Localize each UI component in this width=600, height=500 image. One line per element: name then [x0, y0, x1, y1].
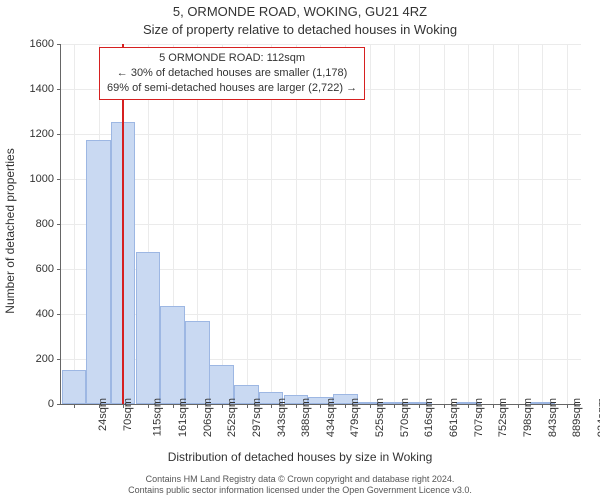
x-tick-label: 388sqm — [300, 398, 312, 437]
x-tick-label: 616sqm — [424, 398, 436, 437]
histogram-bar — [160, 306, 185, 404]
info-line-size: 5 ORMONDE ROAD: 112sqm — [107, 51, 357, 66]
gridline-v — [567, 44, 568, 404]
footer-line-2: Contains public sector information licen… — [0, 485, 600, 496]
x-tick-mark — [345, 404, 346, 408]
x-tick-mark — [419, 404, 420, 408]
title-address: 5, ORMONDE ROAD, WOKING, GU21 4RZ — [0, 4, 600, 19]
footer-line-1: Contains HM Land Registry data © Crown c… — [0, 474, 600, 485]
x-tick-mark — [370, 404, 371, 408]
x-tick-label: 752sqm — [497, 398, 509, 437]
gridline-v — [468, 44, 469, 404]
property-info-box: 5 ORMONDE ROAD: 112sqm← 30% of detached … — [99, 47, 365, 100]
x-tick-label: 206sqm — [202, 398, 214, 437]
plot-area: 5 ORMONDE ROAD: 112sqm← 30% of detached … — [60, 44, 581, 405]
histogram-bar — [136, 252, 161, 404]
footer-attribution: Contains HM Land Registry data © Crown c… — [0, 474, 600, 497]
x-tick-label: 889sqm — [571, 398, 583, 437]
x-tick-label: 297sqm — [251, 398, 263, 437]
x-axis-label: Distribution of detached houses by size … — [0, 450, 600, 464]
x-tick-label: 570sqm — [399, 398, 411, 437]
y-tick-mark — [57, 314, 61, 315]
x-tick-label: 525sqm — [374, 398, 386, 437]
gridline-v — [542, 44, 543, 404]
y-tick-mark — [57, 179, 61, 180]
x-tick-label: 798sqm — [522, 398, 534, 437]
x-tick-mark — [567, 404, 568, 408]
gridline-v — [518, 44, 519, 404]
x-tick-label: 707sqm — [473, 398, 485, 437]
x-tick-label: 252sqm — [226, 398, 238, 437]
title-subtitle: Size of property relative to detached ho… — [0, 22, 600, 37]
x-tick-label: 661sqm — [448, 398, 460, 437]
y-tick-mark — [57, 404, 61, 405]
x-tick-mark — [222, 404, 223, 408]
info-line-larger: 69% of semi-detached houses are larger (… — [107, 81, 357, 96]
x-tick-label: 343sqm — [276, 398, 288, 437]
gridline-v — [370, 44, 371, 404]
y-tick-label: 1000 — [4, 173, 54, 185]
x-tick-mark — [197, 404, 198, 408]
x-tick-mark — [173, 404, 174, 408]
x-tick-mark — [444, 404, 445, 408]
chart-root: 5, ORMONDE ROAD, WOKING, GU21 4RZ Size o… — [0, 0, 600, 500]
x-tick-label: 161sqm — [177, 398, 189, 437]
x-tick-mark — [320, 404, 321, 408]
y-tick-label: 600 — [4, 263, 54, 275]
x-tick-mark — [74, 404, 75, 408]
y-tick-label: 0 — [4, 398, 54, 410]
x-tick-mark — [493, 404, 494, 408]
y-tick-label: 1200 — [4, 128, 54, 140]
histogram-bar — [62, 370, 87, 404]
x-tick-label: 70sqm — [122, 398, 134, 431]
x-tick-label: 434sqm — [325, 398, 337, 437]
x-tick-label: 115sqm — [152, 398, 164, 436]
y-tick-mark — [57, 134, 61, 135]
x-tick-mark — [542, 404, 543, 408]
x-tick-mark — [247, 404, 248, 408]
x-tick-mark — [468, 404, 469, 408]
gridline-v — [394, 44, 395, 404]
y-tick-mark — [57, 359, 61, 360]
x-tick-mark — [518, 404, 519, 408]
y-tick-label: 800 — [4, 218, 54, 230]
x-tick-label: 24sqm — [97, 398, 109, 431]
x-tick-mark — [394, 404, 395, 408]
x-tick-label: 479sqm — [350, 398, 362, 437]
gridline-v — [444, 44, 445, 404]
x-tick-label: 934sqm — [596, 398, 600, 437]
histogram-bar — [185, 321, 210, 404]
histogram-bar — [86, 140, 111, 404]
x-tick-mark — [296, 404, 297, 408]
y-tick-label: 1400 — [4, 83, 54, 95]
x-tick-mark — [148, 404, 149, 408]
y-tick-label: 200 — [4, 353, 54, 365]
x-tick-mark — [271, 404, 272, 408]
y-tick-mark — [57, 269, 61, 270]
x-tick-label: 843sqm — [547, 398, 559, 437]
y-tick-mark — [57, 44, 61, 45]
y-tick-label: 1600 — [4, 38, 54, 50]
gridline-v — [419, 44, 420, 404]
y-tick-label: 400 — [4, 308, 54, 320]
gridline-v — [74, 44, 75, 404]
y-tick-mark — [57, 224, 61, 225]
gridline-v — [493, 44, 494, 404]
info-line-smaller: ← 30% of detached houses are smaller (1,… — [107, 66, 357, 81]
y-tick-mark — [57, 89, 61, 90]
